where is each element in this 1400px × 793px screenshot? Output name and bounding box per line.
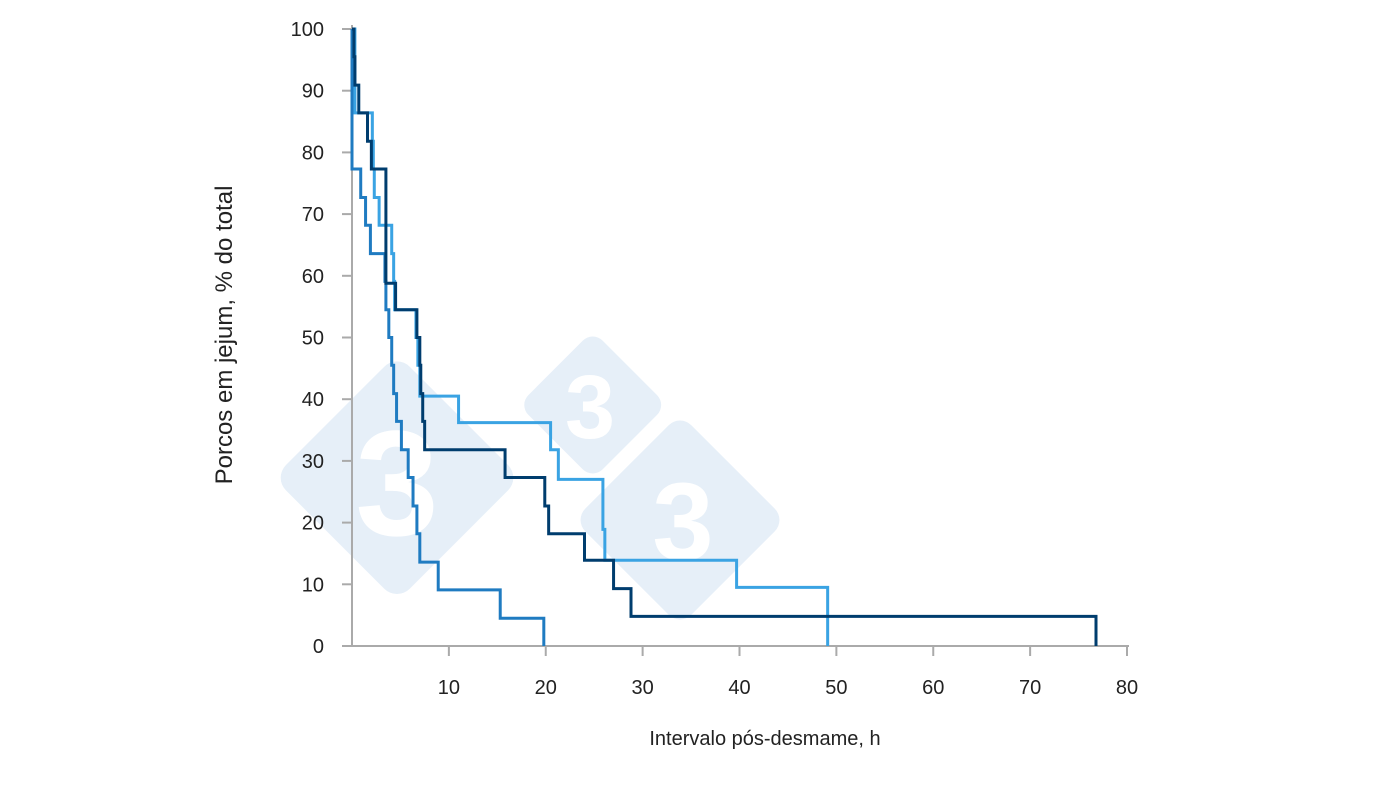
watermark-logo: 3 3 3	[280, 336, 780, 620]
y-tick-label: 100	[291, 19, 324, 41]
x-tick-label: 40	[728, 677, 750, 699]
y-tick-label: 80	[302, 142, 324, 164]
svg-text:3: 3	[565, 358, 615, 458]
series-line-1	[350, 29, 546, 646]
y-tick-label: 40	[302, 389, 324, 411]
svg-text:3: 3	[652, 461, 713, 584]
x-tick-label: 10	[438, 677, 460, 699]
x-tick-label: 70	[1019, 677, 1041, 699]
series-group	[350, 27, 1098, 646]
x-tick-label: 50	[825, 677, 847, 699]
series-line-3	[352, 27, 1098, 646]
y-tick-label: 50	[302, 328, 324, 350]
x-axis-label: Intervalo pós-desmame, h	[649, 728, 880, 750]
axes: 0 10 20 30 40 50 60 70 80 90 100 10 20 30 40 50 60 70 80	[291, 19, 1139, 699]
x-tick-label: 80	[1116, 677, 1138, 699]
y-tick-label: 60	[302, 266, 324, 288]
y-tick-label: 90	[302, 81, 324, 103]
y-tick-label: 10	[302, 574, 324, 596]
y-tick-label: 70	[302, 204, 324, 226]
y-axis-label: Porcos em jejum, % do total	[211, 186, 238, 485]
y-tick-label: 30	[302, 451, 324, 473]
x-tick-label: 30	[632, 677, 654, 699]
y-tick-label: 20	[302, 513, 324, 535]
x-tick-label: 20	[535, 677, 557, 699]
y-tick-label: 0	[313, 636, 324, 658]
svg-text:3: 3	[355, 399, 438, 567]
x-tick-label: 60	[922, 677, 944, 699]
